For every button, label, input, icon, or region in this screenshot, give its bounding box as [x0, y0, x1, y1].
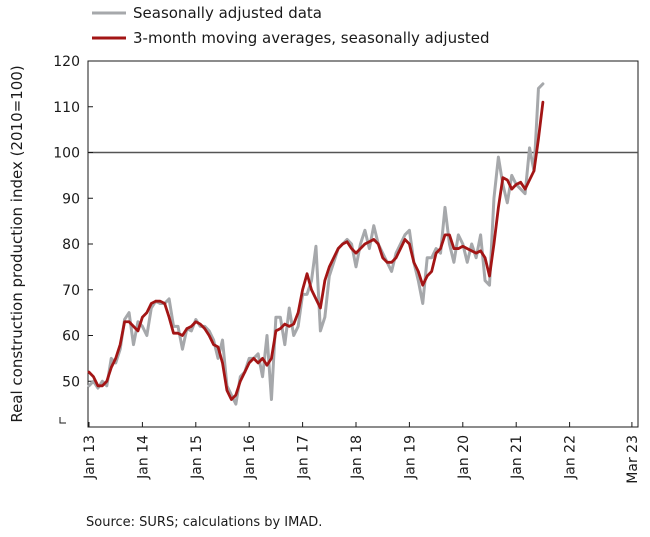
y-tick-label: 80: [62, 237, 80, 253]
x-tick-label: Jan 13: [82, 435, 98, 480]
y-tick-label: 100: [53, 146, 80, 162]
y-tick-label: 70: [62, 283, 80, 299]
legend-label-seasonally-adjusted: Seasonally adjusted data: [133, 4, 322, 22]
legend: Seasonally adjusted data 3-month moving …: [92, 4, 490, 47]
x-tick-label: Jan 17: [296, 435, 312, 480]
y-tick-label: 110: [53, 100, 80, 116]
y-tick-label: 60: [62, 329, 80, 345]
x-tick-label: Jan 19: [402, 435, 418, 480]
y-tick-label: 120: [53, 54, 80, 70]
y-axis: 50 60 70 80 90 100 110 120: [53, 54, 93, 390]
x-tick-label: Jan 15: [189, 435, 205, 480]
y-tick-label: 50: [62, 374, 80, 390]
source-note: Source: SURS; calculations by IMAD.: [86, 515, 322, 530]
y-tick-label: 90: [62, 191, 80, 207]
axis-break-mark: [59, 417, 66, 424]
legend-label-moving-averages: 3-month moving averages, seasonally adju…: [133, 29, 490, 47]
x-axis: Jan 13 Jan 14 Jan 15 Jan 16 Jan 17 Jan 18 Jan …: [82, 422, 641, 484]
x-tick-label: Jan 21: [509, 435, 525, 480]
x-tick-label: Jan 20: [456, 435, 472, 480]
x-tick-label: Jan 16: [242, 435, 258, 480]
series-line-moving-averages: [87, 100, 545, 401]
series-line-seasonally-adjusted: [87, 82, 545, 406]
series-layer: [87, 82, 545, 406]
x-tick-label: Mar 23: [625, 435, 641, 484]
x-tick-label: Jan 18: [349, 435, 365, 480]
y-axis-title: Real construction production index (2010…: [8, 65, 26, 422]
x-tick-label: Jan 14: [135, 435, 151, 480]
x-tick-label: Jan 22: [563, 435, 579, 480]
